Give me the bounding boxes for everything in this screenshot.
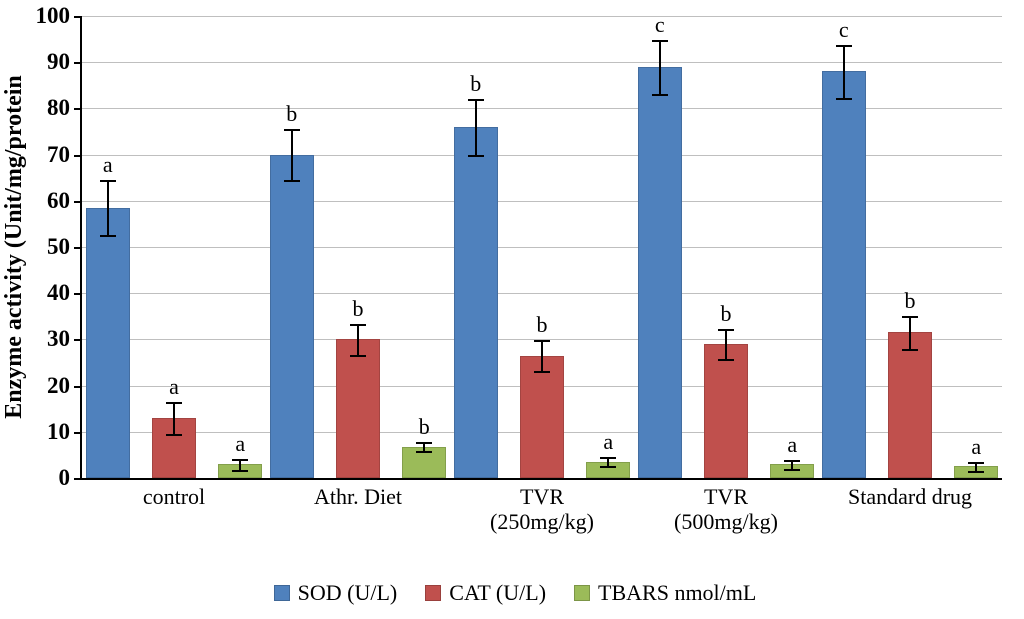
significance-letter: b [286, 101, 297, 127]
significance-letter: b [419, 414, 430, 440]
error-bar [909, 316, 911, 348]
x-tick-label: TVR (500mg/kg) [674, 478, 778, 535]
error-bar-cap [166, 402, 182, 404]
significance-letter: b [470, 71, 481, 97]
bar [270, 155, 314, 478]
error-bar-cap [902, 316, 918, 318]
error-bar-cap [350, 324, 366, 326]
significance-letter: c [839, 17, 849, 43]
significance-letter: b [537, 312, 548, 338]
error-bar [357, 324, 359, 354]
error-bar-cap [100, 180, 116, 182]
x-tick-label: control [143, 478, 205, 509]
y-tick-label: 80 [47, 95, 82, 121]
x-tick-label: TVR (250mg/kg) [490, 478, 594, 535]
error-bar-cap [652, 94, 668, 96]
error-bar-cap [416, 451, 432, 453]
y-tick-label: 40 [47, 280, 82, 306]
legend: SOD (U/L) CAT (U/L) TBARS nmol/mL [195, 580, 835, 606]
error-bar-cap [534, 371, 550, 373]
significance-letter: c [655, 12, 665, 38]
significance-letter: a [971, 434, 981, 460]
error-bar-cap [100, 235, 116, 237]
error-bar-cap [166, 434, 182, 436]
error-bar-cap [836, 45, 852, 47]
error-bar [475, 99, 477, 154]
error-bar [107, 180, 109, 235]
error-bar [843, 45, 845, 99]
error-bar [725, 329, 727, 359]
error-bar-cap [468, 155, 484, 157]
plot-area: 0102030405060708090100aaabbbbbacbacbacon… [80, 16, 1002, 480]
significance-letter: b [905, 288, 916, 314]
error-bar-cap [600, 466, 616, 468]
y-tick-label: 70 [47, 142, 82, 168]
error-bar-cap [534, 340, 550, 342]
error-bar-cap [784, 460, 800, 462]
x-tick-label: Standard drug [848, 478, 972, 509]
bar [86, 208, 130, 478]
y-tick-label: 10 [47, 419, 82, 445]
error-bar-cap [718, 329, 734, 331]
legend-label: CAT (U/L) [449, 580, 546, 606]
error-bar-cap [718, 359, 734, 361]
significance-letter: a [103, 152, 113, 178]
y-tick-label: 100 [36, 3, 83, 29]
bar [336, 339, 380, 478]
bar [454, 127, 498, 478]
error-bar-cap [232, 459, 248, 461]
bar [822, 71, 866, 478]
significance-letter: a [169, 374, 179, 400]
error-bar [541, 340, 543, 370]
legend-swatch [425, 585, 441, 601]
x-tick-label: Athr. Diet [314, 478, 402, 509]
bar [638, 67, 682, 478]
error-bar [659, 40, 661, 94]
legend-item: TBARS nmol/mL [574, 580, 756, 606]
bar [520, 356, 564, 478]
error-bar-cap [284, 129, 300, 131]
error-bar [291, 129, 293, 180]
legend-label: SOD (U/L) [298, 580, 398, 606]
error-bar-cap [284, 180, 300, 182]
error-bar-cap [232, 470, 248, 472]
y-tick-label: 0 [59, 465, 83, 491]
bar [888, 332, 932, 478]
error-bar-cap [468, 99, 484, 101]
legend-swatch [274, 585, 290, 601]
gridline [82, 62, 1002, 63]
legend-item: SOD (U/L) [274, 580, 398, 606]
error-bar-cap [350, 355, 366, 357]
error-bar-cap [416, 442, 432, 444]
error-bar [173, 402, 175, 434]
significance-letter: b [721, 301, 732, 327]
y-tick-label: 50 [47, 234, 82, 260]
y-tick-label: 20 [47, 373, 82, 399]
error-bar-cap [968, 471, 984, 473]
bar [704, 344, 748, 478]
y-tick-label: 90 [47, 49, 82, 75]
significance-letter: a [235, 431, 245, 457]
error-bar-cap [902, 349, 918, 351]
legend-item: CAT (U/L) [425, 580, 546, 606]
legend-label: TBARS nmol/mL [598, 580, 756, 606]
error-bar-cap [836, 98, 852, 100]
significance-letter: a [603, 429, 613, 455]
significance-letter: b [353, 296, 364, 322]
error-bar-cap [968, 462, 984, 464]
y-tick-label: 30 [47, 326, 82, 352]
enzyme-activity-chart: Enzyme activity (Unit/mg/protein 0 10 20 30… [0, 0, 1024, 619]
gridline [82, 16, 1002, 17]
significance-letter: a [787, 432, 797, 458]
y-axis-label: Enzyme activity (Unit/mg/protein [1, 75, 28, 419]
y-tick-label: 60 [47, 188, 82, 214]
legend-swatch [574, 585, 590, 601]
error-bar-cap [600, 457, 616, 459]
error-bar-cap [652, 40, 668, 42]
error-bar-cap [784, 469, 800, 471]
